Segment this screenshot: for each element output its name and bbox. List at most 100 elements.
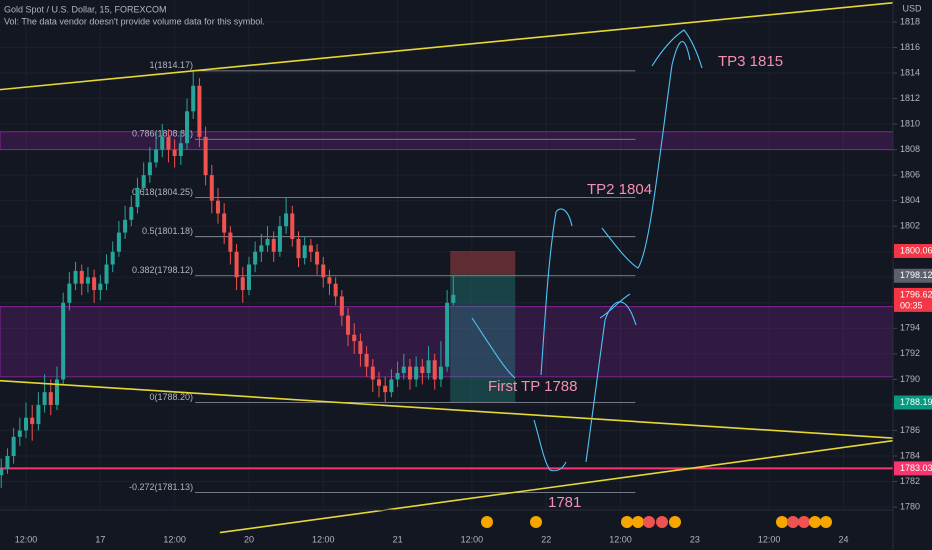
candle-body bbox=[420, 366, 425, 374]
y-tick-label: 1794 bbox=[900, 323, 920, 333]
event-icon bbox=[632, 516, 644, 528]
event-icons bbox=[481, 516, 832, 528]
candle-body bbox=[17, 430, 22, 437]
candle-body bbox=[147, 162, 152, 176]
price-badge bbox=[894, 287, 932, 312]
candle-body bbox=[346, 315, 351, 335]
candle-body bbox=[67, 283, 72, 303]
x-tick-label: 17 bbox=[95, 534, 105, 544]
candle-body bbox=[451, 294, 456, 303]
candle-body bbox=[160, 136, 165, 150]
y-tick-label: 1816 bbox=[900, 42, 920, 52]
y-tick-label: 1790 bbox=[900, 374, 920, 384]
position-stop bbox=[450, 250, 516, 275]
candle-body bbox=[123, 219, 128, 233]
candle-body bbox=[178, 143, 183, 156]
x-tick-label: 21 bbox=[393, 534, 403, 544]
candle-body bbox=[30, 417, 35, 425]
y-tick-label: 1804 bbox=[900, 195, 920, 205]
candle-body bbox=[376, 379, 382, 386]
event-icon bbox=[621, 516, 633, 528]
arrow-curve bbox=[471, 317, 516, 379]
y-tick-label: 1782 bbox=[900, 476, 920, 486]
fib-label: 0.618(1804.25) bbox=[132, 187, 193, 197]
drawings bbox=[471, 29, 703, 472]
y-tick-label: 1786 bbox=[900, 425, 920, 435]
candle-body bbox=[352, 334, 357, 342]
candle-body bbox=[185, 111, 190, 144]
candle-body bbox=[370, 366, 375, 380]
trendline bbox=[0, 2, 894, 91]
x-tick-label: 23 bbox=[690, 534, 700, 544]
candle-body bbox=[36, 404, 41, 425]
candle-body bbox=[61, 302, 66, 380]
candle-body bbox=[141, 175, 146, 188]
event-icon bbox=[809, 516, 821, 528]
annotation: First TP 1788 bbox=[488, 378, 578, 395]
candle-body bbox=[271, 238, 276, 252]
y-tick-label: 1818 bbox=[900, 16, 920, 26]
candle-body bbox=[110, 251, 115, 265]
y-tick-label: 1802 bbox=[900, 221, 920, 231]
price-badge-label: 1783.03 bbox=[900, 463, 932, 473]
price-badge-label: 1796.62 bbox=[900, 289, 932, 299]
candle-body bbox=[445, 302, 450, 367]
candle-body bbox=[395, 373, 400, 380]
candle-body bbox=[315, 251, 320, 265]
candle-body bbox=[438, 366, 443, 380]
chart-title: Gold Spot / U.S. Dollar, 15, FOREXCOM bbox=[4, 4, 167, 14]
candle-body bbox=[191, 85, 196, 112]
candle-body bbox=[209, 175, 214, 201]
candle-body bbox=[166, 136, 171, 150]
y-tick-label: 1792 bbox=[900, 348, 920, 358]
trendline bbox=[0, 379, 894, 439]
candle-body bbox=[234, 251, 239, 278]
price-badge bbox=[894, 395, 932, 410]
event-icon bbox=[530, 516, 542, 528]
x-tick-label: 12:00 bbox=[461, 534, 484, 544]
candle-body bbox=[85, 277, 90, 284]
candle-body bbox=[383, 385, 388, 393]
fib-label: 0(1788.20) bbox=[150, 392, 194, 402]
fib-label: -0.272(1781.13) bbox=[129, 482, 193, 492]
y-tick-label: 1808 bbox=[900, 144, 920, 154]
arrow-curve bbox=[540, 208, 573, 376]
chart-subtitle: Vol: The data vendor doesn't provide vol… bbox=[4, 16, 265, 26]
candle-body bbox=[253, 251, 258, 265]
candle-body bbox=[308, 245, 313, 252]
y-tick-label: 1814 bbox=[900, 67, 920, 77]
candle-body bbox=[240, 277, 245, 291]
candle-body bbox=[0, 468, 4, 476]
price-badge bbox=[894, 461, 932, 476]
candle-body bbox=[11, 436, 16, 456]
annotation: TP2 1804 bbox=[587, 181, 652, 198]
fib-label: 0.382(1798.12) bbox=[132, 265, 193, 275]
x-tick-label: 12:00 bbox=[15, 534, 38, 544]
price-badge-label: 1788.19 bbox=[900, 397, 932, 407]
arrow-curve bbox=[651, 29, 703, 69]
candle-body bbox=[364, 353, 369, 367]
candle-body bbox=[414, 366, 419, 380]
candle-body bbox=[358, 341, 363, 354]
event-icon bbox=[656, 516, 668, 528]
candle-body bbox=[302, 245, 307, 259]
x-tick-label: 22 bbox=[541, 534, 551, 544]
event-icon bbox=[643, 516, 655, 528]
candle-body bbox=[5, 456, 10, 469]
candle-body bbox=[98, 283, 103, 291]
y-tick-label: 1810 bbox=[900, 118, 920, 128]
x-tick-label: 12:00 bbox=[163, 534, 186, 544]
y-axis-label: USD bbox=[902, 3, 922, 13]
x-tick-label: 12:00 bbox=[312, 534, 335, 544]
candle-body bbox=[321, 264, 326, 278]
annotation: TP3 1815 bbox=[718, 53, 783, 70]
candle-body bbox=[259, 245, 264, 252]
candle-body bbox=[407, 366, 412, 380]
candle-body bbox=[432, 360, 437, 380]
x-tick-label: 24 bbox=[838, 534, 848, 544]
candle-body bbox=[197, 85, 202, 137]
